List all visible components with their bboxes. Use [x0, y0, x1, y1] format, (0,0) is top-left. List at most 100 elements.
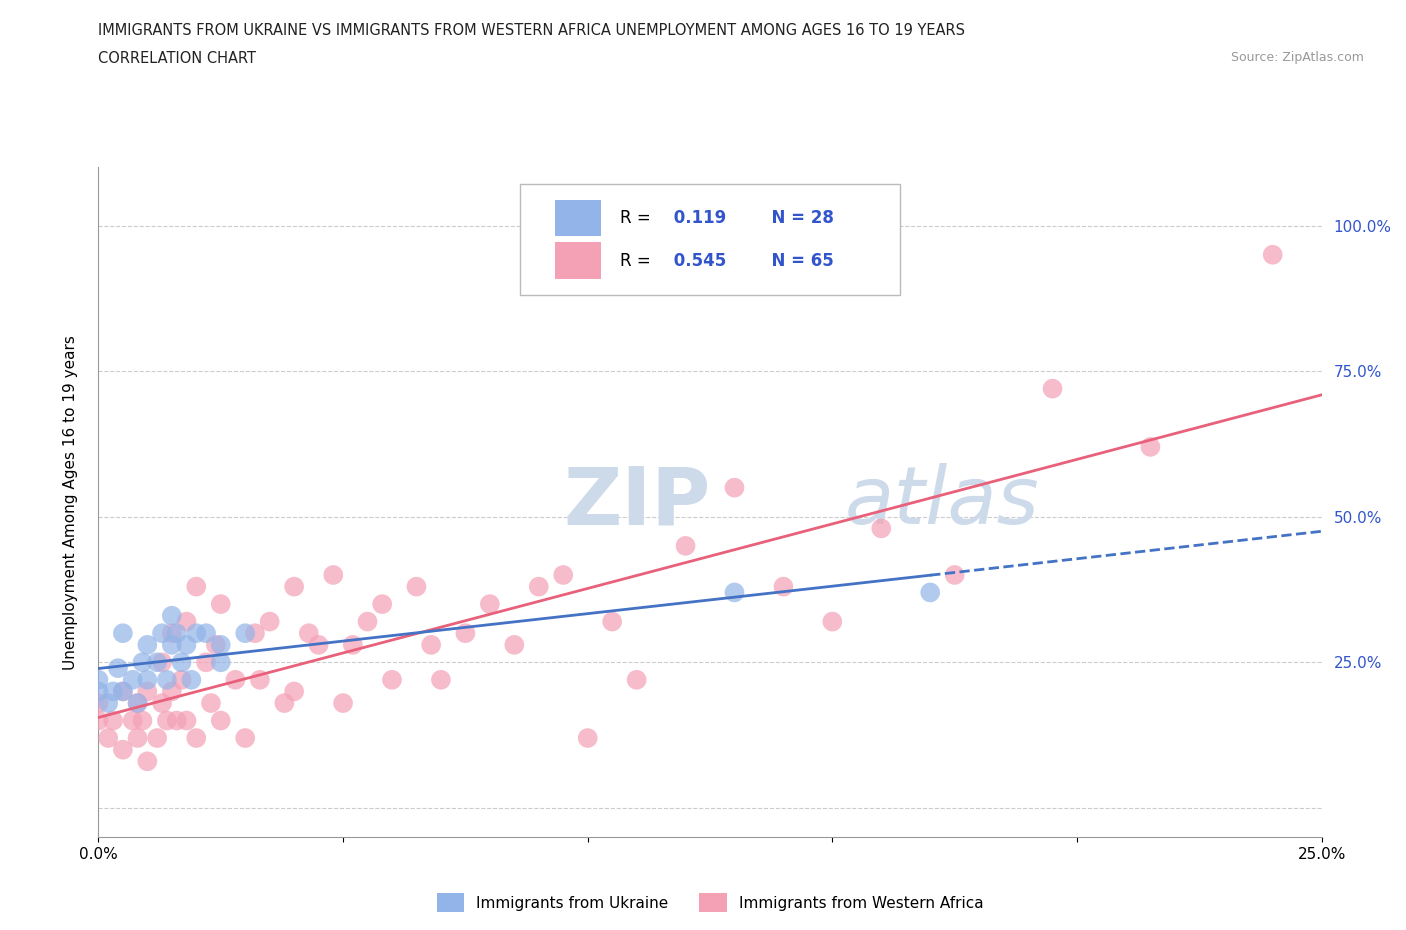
Point	[233, 731, 256, 746]
Point	[87, 713, 110, 728]
Text: Source: ZipAtlas.com: Source: ZipAtlas.com	[1230, 51, 1364, 64]
Point	[553, 567, 575, 582]
Point	[87, 696, 110, 711]
Point	[205, 637, 228, 652]
Point	[160, 626, 183, 641]
Point	[186, 579, 208, 594]
Point	[209, 637, 232, 652]
Point	[356, 614, 378, 629]
Point	[283, 579, 305, 594]
Text: 0.545: 0.545	[668, 252, 727, 270]
Point	[273, 696, 295, 711]
Point	[166, 626, 188, 641]
Point	[576, 731, 599, 746]
Point	[150, 655, 173, 670]
Point	[943, 567, 966, 582]
Point	[176, 637, 198, 652]
Point	[209, 597, 232, 612]
Point	[87, 684, 110, 698]
Point	[821, 614, 844, 629]
Point	[136, 672, 159, 687]
Point	[1139, 440, 1161, 455]
Point	[308, 637, 330, 652]
Point	[430, 672, 453, 687]
Point	[127, 696, 149, 711]
Point	[298, 626, 321, 641]
Point	[920, 585, 942, 600]
Point	[136, 684, 159, 698]
Point	[186, 626, 208, 641]
Point	[146, 731, 169, 746]
Point	[675, 538, 697, 553]
Point	[870, 521, 893, 536]
Point	[224, 672, 246, 687]
Point	[322, 567, 344, 582]
Point	[723, 480, 745, 495]
Point	[600, 614, 623, 629]
Point	[160, 608, 183, 623]
Text: 0.119: 0.119	[668, 209, 727, 227]
Point	[160, 684, 183, 698]
Text: atlas: atlas	[845, 463, 1039, 541]
Text: CORRELATION CHART: CORRELATION CHART	[98, 51, 256, 66]
Point	[195, 626, 218, 641]
Point	[150, 696, 173, 711]
Point	[420, 637, 443, 652]
Point	[176, 713, 198, 728]
Point	[176, 614, 198, 629]
Point	[170, 655, 193, 670]
Point	[1042, 381, 1064, 396]
Point	[111, 742, 134, 757]
Point	[527, 579, 550, 594]
Point	[381, 672, 404, 687]
Point	[195, 655, 218, 670]
Bar	[555, 200, 602, 236]
Point	[209, 713, 232, 728]
Legend: Immigrants from Ukraine, Immigrants from Western Africa: Immigrants from Ukraine, Immigrants from…	[429, 886, 991, 920]
Point	[249, 672, 271, 687]
Point	[146, 655, 169, 670]
Point	[478, 597, 501, 612]
Point	[209, 655, 232, 670]
Point	[332, 696, 354, 711]
Point	[626, 672, 648, 687]
Text: R =: R =	[620, 252, 655, 270]
Y-axis label: Unemployment Among Ages 16 to 19 years: Unemployment Among Ages 16 to 19 years	[63, 335, 77, 670]
Point	[454, 626, 477, 641]
Point	[136, 754, 159, 769]
Text: R =: R =	[620, 209, 655, 227]
Point	[131, 655, 153, 670]
Point	[180, 672, 202, 687]
Point	[111, 684, 134, 698]
Text: N = 65: N = 65	[761, 252, 834, 270]
Point	[156, 672, 179, 687]
Point	[131, 713, 153, 728]
Point	[166, 713, 188, 728]
Point	[170, 672, 193, 687]
Text: IMMIGRANTS FROM UKRAINE VS IMMIGRANTS FROM WESTERN AFRICA UNEMPLOYMENT AMONG AGE: IMMIGRANTS FROM UKRAINE VS IMMIGRANTS FR…	[98, 23, 966, 38]
Point	[243, 626, 266, 641]
Point	[127, 696, 149, 711]
Point	[1261, 247, 1284, 262]
Point	[101, 684, 124, 698]
Point	[200, 696, 222, 711]
Point	[107, 660, 129, 675]
Point	[342, 637, 364, 652]
Point	[405, 579, 427, 594]
Text: ZIP: ZIP	[564, 463, 710, 541]
Point	[97, 696, 120, 711]
Point	[121, 672, 143, 687]
Bar	[555, 243, 602, 279]
Point	[87, 672, 110, 687]
Point	[259, 614, 281, 629]
Point	[723, 585, 745, 600]
Point	[233, 626, 256, 641]
Point	[283, 684, 305, 698]
Point	[186, 731, 208, 746]
Point	[160, 637, 183, 652]
Point	[156, 713, 179, 728]
Point	[111, 684, 134, 698]
Point	[97, 731, 120, 746]
Point	[111, 626, 134, 641]
FancyBboxPatch shape	[520, 184, 900, 295]
